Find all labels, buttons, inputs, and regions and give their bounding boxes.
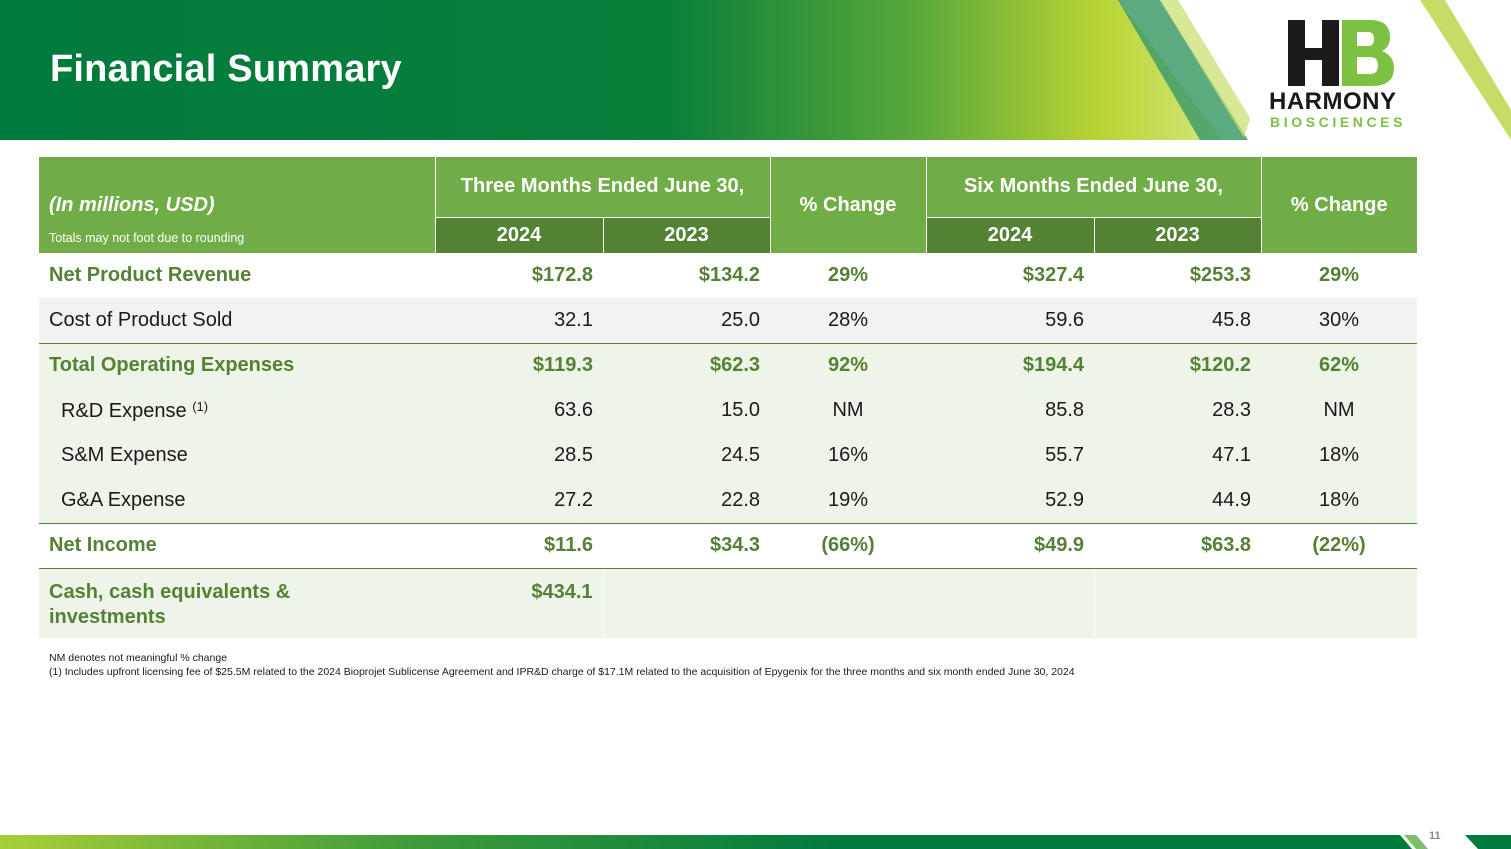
- cell-value: $49.9: [926, 522, 1095, 568]
- cell-change: 30%: [1261, 298, 1418, 343]
- cell-value: 24.5: [603, 433, 771, 478]
- cell-value: 22.8: [603, 478, 771, 523]
- cell-value: $63.8: [1094, 522, 1262, 568]
- row-label: R&D Expense (1): [39, 388, 435, 433]
- cell-change: 62%: [1261, 342, 1418, 388]
- cell-change: 29%: [1319, 264, 1360, 286]
- three-months-header: Three Months Ended June 30,: [434, 157, 771, 218]
- year-header: 2023: [1093, 217, 1262, 253]
- table-row: Total Operating Expenses $119.3 $62.3 92…: [39, 342, 1418, 388]
- cell-value: 15.0: [603, 388, 771, 433]
- six-months-change-header: % Change: [1260, 157, 1418, 253]
- year-header: 2024: [925, 217, 1095, 253]
- logo-wordmark: HARMONY: [1269, 88, 1397, 115]
- cell-value: $172.8: [531, 264, 593, 286]
- cell-value: 32.1: [435, 298, 603, 343]
- cell-change: 29%: [828, 264, 869, 286]
- table-row: Net Product Revenue $172.8 $134.2 29% $3…: [39, 253, 1417, 298]
- row-label-text: R&D Expense: [61, 399, 187, 422]
- page-title: Financial Summary: [50, 48, 402, 90]
- cell-value: 28.5: [435, 433, 603, 478]
- cell-change: NM: [1261, 388, 1418, 433]
- cell-value: $134.2: [698, 264, 761, 286]
- footer-band: [0, 835, 1511, 849]
- cell-change: 16%: [770, 433, 927, 478]
- cell-value: 25.0: [603, 298, 771, 343]
- header-band: [0, 0, 1511, 140]
- table-row: R&D Expense (1) 63.6 15.0 NM 85.8 28.3 N…: [39, 388, 1418, 433]
- empty-cell: [602, 567, 1095, 638]
- footnote-1: (1) Includes upfront licensing fee of $2…: [49, 666, 1075, 678]
- cell-value: $253.3: [1189, 264, 1252, 286]
- table-row: Net Income $11.6 $34.3 (66%) $49.9 $63.8…: [39, 522, 1418, 568]
- table-header-row: (In millions, USD) Three Months Ended Ju…: [39, 157, 1418, 253]
- cell-change: (22%): [1261, 522, 1418, 568]
- year-header: 2024: [434, 217, 603, 253]
- cell-value: 27.2: [435, 478, 603, 523]
- cell-value: 44.9: [1094, 478, 1262, 523]
- cell-value: $34.3: [603, 522, 771, 568]
- cell-change: 28%: [770, 298, 927, 343]
- six-months-header: Six Months Ended June 30,: [925, 157, 1262, 218]
- table-year-row: 2024 2023 2024 2023: [39, 217, 1417, 253]
- cell-value: 55.7: [926, 433, 1095, 478]
- cell-value: 59.6: [926, 298, 1095, 343]
- table-row: S&M Expense 28.5 24.5 16% 55.7 47.1 18%: [39, 433, 1418, 478]
- row-label: Net Income: [39, 522, 435, 568]
- cell-value: 85.8: [926, 388, 1095, 433]
- cell-change: 18%: [1261, 433, 1418, 478]
- table-row: Cost of Product Sold 32.1 25.0 28% 59.6 …: [39, 298, 1418, 343]
- footnote-nm: NM denotes not meaningful % change: [49, 652, 228, 664]
- header-corner-cell: (In millions, USD): [39, 157, 435, 253]
- table-row: Cash, cash equivalents & investments $43…: [39, 567, 1418, 638]
- row-label: Cash, cash equivalents & investments: [39, 567, 435, 638]
- table-row: G&A Expense 27.2 22.8 19% 52.9 44.9 18%: [39, 478, 1418, 523]
- row-label: G&A Expense: [39, 478, 435, 523]
- logo-subtitle: BIOSCIENCES: [1270, 114, 1407, 130]
- cell-change: 92%: [770, 342, 927, 388]
- units-label: (In millions, USD): [49, 193, 215, 216]
- cell-value: 45.8: [1094, 298, 1262, 343]
- cell-value: $120.2: [1094, 342, 1262, 388]
- empty-cell: [1093, 567, 1418, 638]
- cell-change: 19%: [770, 478, 927, 523]
- page-number: 11: [1429, 830, 1441, 842]
- harmony-logo-icon: [1288, 20, 1394, 86]
- footnote-marker: (1): [192, 398, 209, 414]
- cell-change: NM: [770, 388, 927, 433]
- cell-value: $434.1: [435, 567, 603, 638]
- row-label: S&M Expense: [39, 433, 435, 478]
- cell-value: $194.4: [926, 342, 1095, 388]
- cell-value: 28.3: [1094, 388, 1262, 433]
- row-label: Total Operating Expenses: [39, 342, 435, 388]
- cell-value: $119.3: [435, 342, 603, 388]
- cell-value: 63.6: [435, 388, 603, 433]
- cell-value: 52.9: [926, 478, 1095, 523]
- row-label: Cost of Product Sold: [39, 298, 435, 343]
- cell-change: (66%): [770, 522, 927, 568]
- cell-change: 18%: [1261, 478, 1418, 523]
- cell-value: $11.6: [435, 522, 603, 568]
- three-months-change-header: % Change: [769, 157, 927, 253]
- header-graphic: [0, 0, 1511, 140]
- financial-summary-table: (In millions, USD) Three Months Ended Ju…: [39, 157, 1418, 638]
- year-header: 2023: [602, 217, 771, 253]
- cell-value: $327.4: [1022, 264, 1085, 286]
- cell-value: 47.1: [1094, 433, 1262, 478]
- rounding-note: Totals may not foot due to rounding: [49, 231, 245, 245]
- row-label: Net Product Revenue: [49, 264, 252, 286]
- footnotes: NM denotes not meaningful % change (1) I…: [49, 651, 1075, 679]
- cell-value: $62.3: [603, 342, 771, 388]
